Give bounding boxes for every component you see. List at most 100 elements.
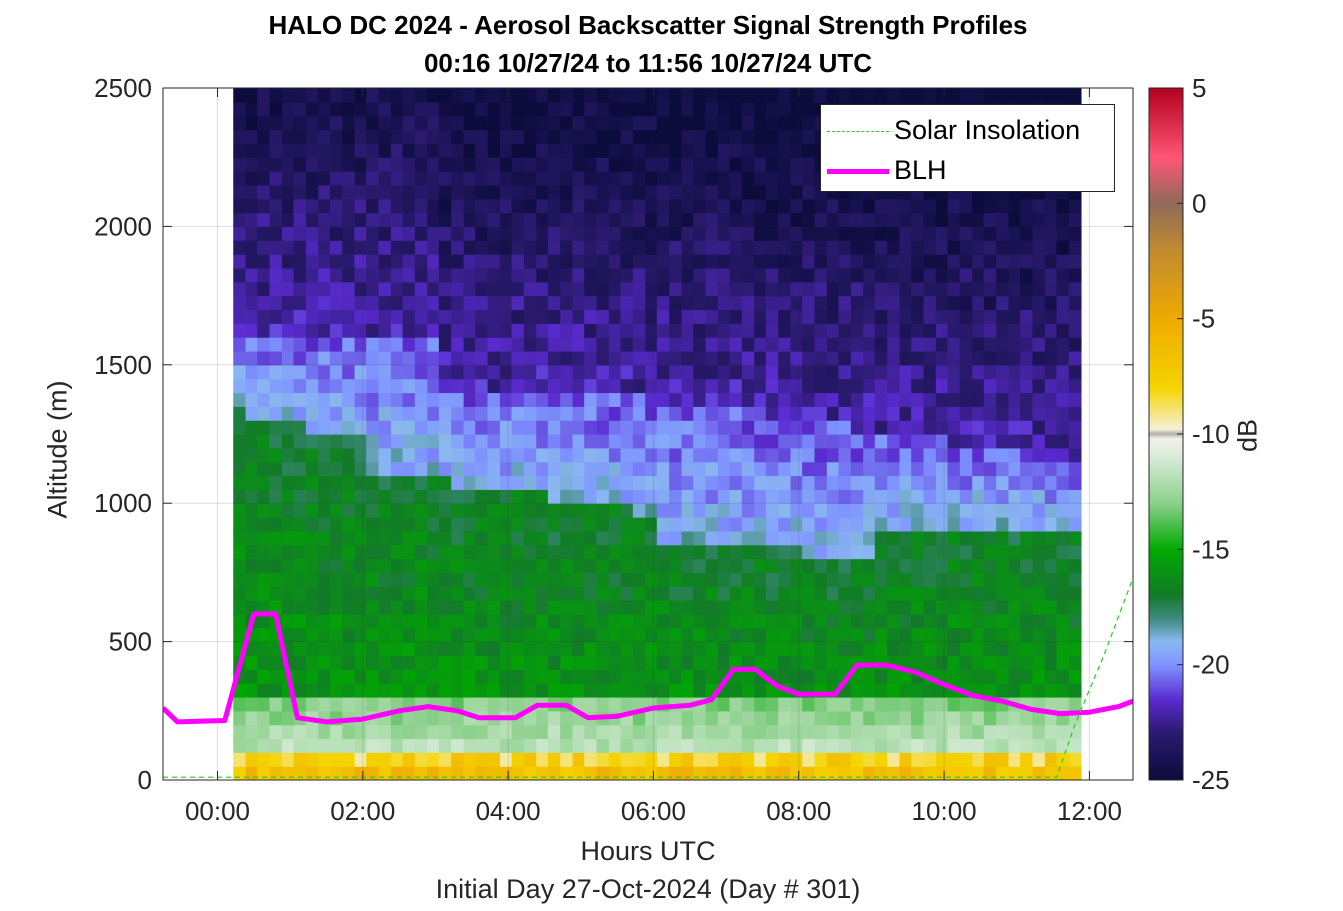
heatmap-cell (887, 738, 900, 753)
heatmap-cell (620, 434, 634, 449)
heatmap-cell (1020, 461, 1033, 477)
heatmap-cell (935, 281, 949, 297)
heatmap-cell (863, 586, 876, 601)
heatmap-cell (814, 88, 828, 103)
heatmap-cell (608, 613, 622, 629)
heatmap-cell (1044, 696, 1058, 712)
heatmap-cell (366, 392, 379, 407)
heatmap-cell (1008, 724, 1022, 740)
heatmap-cell (632, 281, 646, 297)
heatmap-cell (560, 613, 573, 629)
heatmap-cell (911, 517, 924, 532)
heatmap-cell (838, 517, 852, 532)
heatmap-cell (1008, 420, 1022, 435)
heatmap-cell (923, 710, 937, 726)
heatmap-cell (620, 337, 634, 352)
heatmap-cell (596, 143, 610, 158)
heatmap-cell (899, 586, 913, 601)
heatmap-cell (257, 323, 270, 338)
heatmap-cell (318, 350, 331, 366)
heatmap-cell (729, 600, 743, 615)
heatmap-cell (693, 184, 706, 200)
heatmap-cell (342, 572, 355, 587)
heatmap-cell (1008, 392, 1022, 407)
heatmap-cell (438, 406, 452, 421)
heatmap-cell (523, 267, 537, 283)
heatmap-cell (293, 558, 307, 573)
heatmap-cell (705, 586, 719, 601)
heatmap-cell (451, 530, 464, 546)
heatmap-cell (959, 420, 973, 435)
heatmap-cell (874, 669, 888, 684)
heatmap-cell (378, 613, 392, 629)
heatmap-cell (233, 323, 246, 338)
heatmap-cell (983, 600, 997, 615)
heatmap-cell (329, 683, 343, 698)
heatmap-cell (281, 88, 295, 103)
heatmap-cell (729, 613, 743, 629)
heatmap-cell (754, 766, 767, 780)
heatmap-cell (620, 212, 634, 227)
heatmap-cell (923, 517, 937, 532)
heatmap-cell (1068, 337, 1082, 352)
heatmap-cell (911, 240, 924, 255)
heatmap-cell (608, 420, 622, 435)
heatmap-cell (669, 558, 682, 573)
heatmap-cell (390, 461, 404, 477)
heatmap-cell (596, 572, 610, 587)
heatmap-cell (499, 530, 513, 546)
heatmap-cell (645, 212, 658, 227)
heatmap-cell (318, 558, 331, 573)
heatmap-cell (983, 558, 997, 573)
heatmap-cell (536, 558, 549, 573)
heatmap-cell (281, 267, 295, 283)
heatmap-cell (826, 226, 840, 241)
heatmap-cell (741, 226, 755, 241)
heatmap-cell (499, 198, 513, 214)
heatmap-cell (257, 309, 270, 324)
heatmap-cell (402, 295, 416, 311)
heatmap-cell (438, 309, 452, 324)
heatmap-cell (438, 198, 452, 214)
heatmap-cell (378, 600, 392, 615)
heatmap-cell (233, 240, 246, 255)
heatmap-cell (511, 613, 525, 629)
heatmap-cell (923, 683, 937, 698)
heatmap-cell (463, 267, 477, 283)
heatmap-cell (342, 212, 355, 227)
heatmap-cell (693, 295, 706, 311)
heatmap-cell (765, 710, 779, 726)
heatmap-cell (947, 572, 961, 587)
heatmap-cell (584, 544, 597, 560)
heatmap-cell (414, 530, 428, 546)
heatmap-cell (463, 420, 477, 435)
heatmap-cell (390, 309, 404, 324)
heatmap-cell (741, 641, 755, 657)
heatmap-cell (305, 226, 319, 241)
heatmap-cell (233, 600, 246, 615)
heatmap-cell (463, 226, 477, 241)
heatmap-cell (342, 475, 355, 490)
heatmap-cell (741, 766, 755, 780)
heatmap-cell (826, 406, 840, 421)
heatmap-cell (560, 669, 573, 684)
heatmap-cell (923, 420, 937, 435)
heatmap-cell (802, 530, 815, 546)
heatmap-cell (378, 226, 392, 241)
heatmap-cell (947, 309, 961, 324)
heatmap-cell (838, 378, 852, 394)
heatmap-cell (257, 198, 270, 214)
heatmap-cell (923, 254, 937, 269)
heatmap-cell (402, 281, 416, 297)
heatmap-cell (705, 212, 719, 227)
heatmap-cell (996, 88, 1009, 103)
heatmap-cell (741, 613, 755, 629)
heatmap-cell (899, 420, 913, 435)
heatmap-cell (996, 738, 1009, 753)
heatmap-cell (572, 337, 586, 352)
heatmap-cell (1032, 627, 1046, 643)
heatmap-cell (1032, 198, 1046, 214)
heatmap-cell (1056, 447, 1070, 463)
heatmap-cell (814, 337, 828, 352)
heatmap-cell (681, 184, 695, 200)
